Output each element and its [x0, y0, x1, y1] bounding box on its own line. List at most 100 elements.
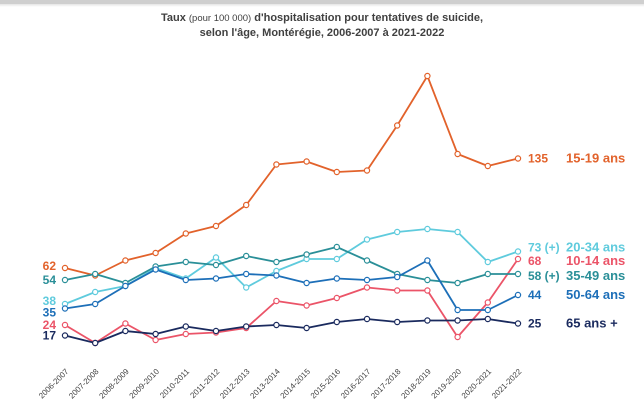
data-point — [394, 122, 401, 129]
data-point — [122, 282, 129, 290]
data-point — [454, 333, 461, 341]
end-value-label: 44 — [528, 288, 542, 302]
data-point — [91, 288, 99, 296]
data-point — [182, 323, 189, 330]
chart-title-part-3: d'hospitalisation pour tentatives de sui… — [254, 12, 484, 24]
data-point — [514, 291, 522, 299]
top-border-shadow — [0, 4, 644, 7]
x-tick-label: 2013-2014 — [248, 367, 282, 401]
data-point — [303, 251, 310, 258]
data-point — [394, 228, 401, 236]
data-point — [212, 222, 220, 230]
data-point — [61, 276, 69, 284]
data-point — [333, 255, 340, 263]
data-point — [514, 320, 522, 327]
series-line-35-49-ans — [64, 246, 518, 284]
data-point — [303, 158, 310, 165]
top-border — [0, 0, 644, 4]
data-point — [182, 330, 189, 338]
series-65-ans: 17 25 65 ans + — [43, 315, 618, 347]
x-tick-label: 2017-2018 — [369, 367, 403, 401]
data-point — [273, 321, 280, 329]
end-value-label: 135 — [528, 152, 548, 166]
data-point — [152, 266, 159, 273]
start-value-label: 24 — [43, 318, 57, 332]
chart-title-part-1: Taux — [160, 12, 186, 24]
start-value-label: 62 — [43, 259, 57, 273]
data-point — [333, 275, 340, 282]
data-point — [484, 299, 491, 306]
data-point — [61, 305, 69, 312]
data-point — [333, 318, 340, 326]
data-point — [363, 284, 371, 291]
data-point — [242, 284, 250, 291]
series-name-label: 10-14 ans — [566, 253, 625, 268]
data-point — [484, 258, 491, 266]
x-tick-label: 2014-2015 — [279, 367, 313, 401]
data-point — [91, 300, 99, 308]
data-point — [394, 318, 401, 326]
data-point — [333, 243, 340, 251]
data-point — [273, 297, 280, 305]
data-point — [424, 276, 431, 284]
data-point — [394, 273, 401, 281]
start-value-label: 17 — [43, 329, 57, 343]
data-point — [212, 327, 220, 335]
data-point — [91, 339, 99, 347]
x-tick-label: 2009-2010 — [128, 367, 162, 401]
series-line-50-64-ans — [64, 259, 519, 311]
x-tick-label: 2008-2009 — [97, 367, 131, 401]
data-point — [212, 275, 220, 282]
data-point — [152, 249, 159, 257]
data-point — [454, 279, 461, 287]
data-point — [514, 248, 522, 255]
data-point — [212, 254, 220, 261]
end-value-label: 73 (+) — [528, 241, 560, 255]
x-tick-label: 2015-2016 — [309, 367, 343, 401]
x-tick-label: 2007-2008 — [67, 367, 101, 401]
data-point — [454, 228, 461, 236]
x-tick-label: 2019-2020 — [430, 367, 464, 401]
data-point — [454, 306, 461, 314]
data-point — [182, 276, 189, 284]
data-point — [303, 324, 310, 332]
data-point — [514, 270, 522, 278]
x-tick-label: 2018-2019 — [399, 367, 433, 401]
data-point — [273, 272, 280, 279]
series-name-label: 20-34 ans — [566, 240, 625, 255]
x-tick-label: 2021-2022 — [490, 367, 524, 401]
series-line-15-19-ans — [64, 75, 519, 277]
chart-title-line-1: Taux (pour 100 000) d'hospitalisation po… — [0, 11, 644, 26]
data-point — [122, 327, 129, 335]
data-point — [424, 72, 431, 80]
data-point — [514, 255, 522, 263]
data-point — [394, 287, 401, 294]
end-value-label: 58 (+) — [528, 269, 560, 283]
data-point — [242, 323, 250, 330]
data-point — [152, 336, 159, 344]
series-name-label: 35-49 ans — [566, 268, 625, 283]
data-point — [61, 332, 69, 339]
x-tick-label: 2016-2017 — [339, 367, 373, 401]
data-point — [333, 294, 340, 302]
data-point — [484, 315, 491, 323]
data-point — [484, 162, 491, 170]
data-point — [91, 270, 99, 278]
data-point — [484, 306, 491, 314]
x-tick-label: 2020-2021 — [460, 367, 494, 401]
x-tick-label: 2012-2013 — [218, 367, 252, 401]
series-line-65-ans — [64, 318, 519, 344]
data-point — [363, 257, 371, 264]
data-point — [484, 270, 491, 278]
end-value-label: 68 — [528, 254, 542, 268]
data-point — [514, 155, 522, 162]
data-point — [212, 261, 220, 269]
data-point — [363, 236, 371, 243]
data-point — [122, 257, 129, 264]
start-value-label: 38 — [43, 294, 57, 308]
series-name-label: 15-19 ans — [566, 151, 625, 166]
data-point — [61, 264, 69, 272]
data-point — [424, 287, 431, 294]
data-point — [242, 270, 250, 278]
